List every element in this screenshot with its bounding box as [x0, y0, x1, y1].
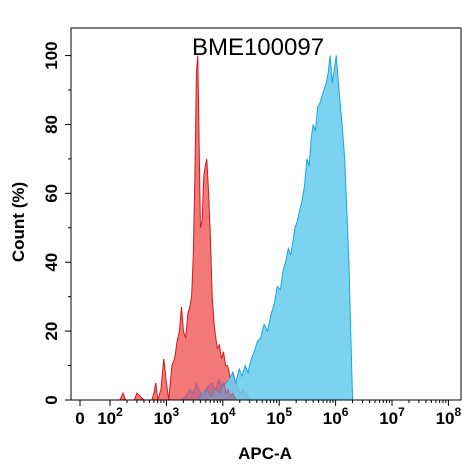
x-tick-label: 105: [266, 405, 292, 428]
x-tick-label: 104: [210, 405, 236, 428]
x-tick-label: 108: [436, 405, 462, 428]
series-layer: [119, 55, 354, 401]
chart-title: BME100097: [192, 34, 324, 61]
x-tick-label: 103: [154, 405, 180, 428]
x-tick-label: 102: [97, 405, 123, 428]
y-tick-label: 0: [42, 395, 61, 404]
y-tick-label: 20: [42, 322, 61, 341]
histogram-series-3: [179, 377, 237, 401]
y-axis-ticks: 0 20 40 60 80 100: [42, 41, 71, 405]
y-tick-label: 80: [42, 115, 61, 134]
y-tick-label: 40: [42, 253, 61, 272]
x-tick-label: 106: [323, 405, 349, 428]
x-tick-label: 107: [379, 405, 405, 428]
plot-frame: [70, 27, 462, 401]
y-tick-label: 100: [42, 41, 61, 69]
x-axis-ticks: 0 102 103 104 105 106 107 108: [75, 400, 462, 428]
x-tick-label: 0: [75, 409, 84, 428]
y-axis-title: Count (%): [9, 182, 28, 262]
x-axis-title: APC-A: [238, 444, 292, 463]
y-tick-label: 60: [42, 184, 61, 203]
